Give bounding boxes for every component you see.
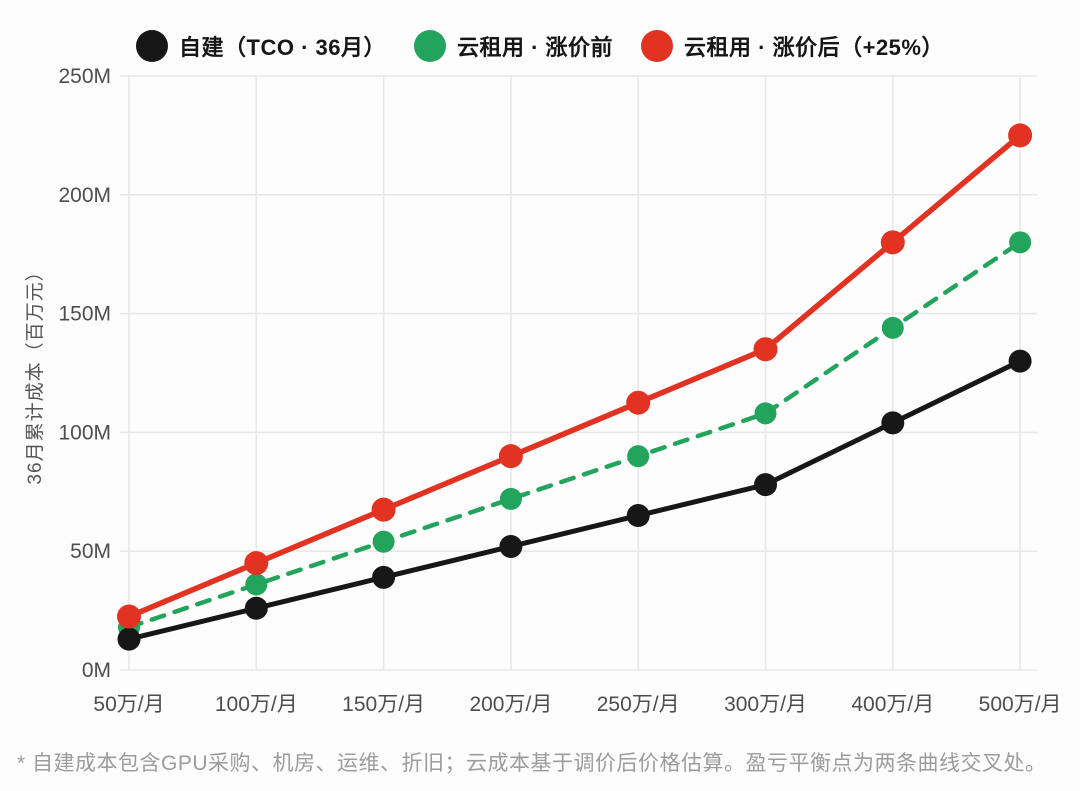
x-tick-label: 300万/月 [724, 693, 807, 716]
x-tick-label: 500万/月 [979, 693, 1062, 716]
data-point-0-7 [1008, 349, 1032, 373]
data-point-1-7 [1009, 231, 1032, 254]
data-point-0-2 [372, 565, 396, 589]
data-point-0-5 [754, 473, 777, 497]
x-tick-label: 400万/月 [851, 693, 934, 716]
legend-item-cloud-before: 云租用 · 涨价前 [413, 30, 614, 62]
legend-dot-cloud-before [413, 30, 446, 62]
x-tick-label: 250万/月 [597, 693, 680, 716]
data-point-2-5 [753, 337, 778, 362]
data-point-0-6 [881, 411, 905, 435]
y-axis-title: 36月累计成本（百万元） [24, 261, 46, 484]
data-point-2-2 [371, 497, 396, 522]
series-line-2 [127, 133, 1022, 620]
data-point-2-1 [244, 551, 269, 576]
legend-item-cloud-after: 云租用 · 涨价后（+25%） [641, 30, 944, 62]
series-line-0 [128, 358, 1022, 642]
data-point-0-3 [499, 534, 523, 558]
data-point-1-3 [499, 487, 522, 510]
data-point-1-4 [627, 445, 650, 468]
data-point-0-1 [244, 596, 268, 620]
data-point-2-6 [880, 230, 905, 255]
y-tick-label: 50M [70, 540, 111, 563]
legend-label-cloud-before: 云租用 · 涨价前 [456, 35, 614, 60]
y-tick-label: 250M [58, 65, 111, 88]
data-point-2-7 [1008, 123, 1033, 148]
data-point-2-3 [498, 444, 523, 469]
x-tick-label: 100万/月 [215, 693, 298, 716]
legend-label-self-build: 自建（TCO · 36月） [179, 35, 386, 60]
data-point-1-6 [881, 316, 904, 339]
x-tick-label: 50万/月 [93, 693, 164, 716]
legend-dot-cloud-after [641, 30, 674, 62]
y-tick-label: 150M [58, 303, 111, 326]
legend-label-cloud-after: 云租用 · 涨价后（+25%） [684, 35, 944, 60]
y-tick-label: 200M [58, 184, 111, 207]
data-point-2-0 [117, 604, 141, 629]
legend-item-self-build: 自建（TCO · 36月） [136, 30, 386, 62]
x-tick-label: 200万/月 [469, 693, 552, 716]
data-point-1-1 [245, 573, 268, 596]
x-tick-label: 150万/月 [342, 693, 425, 716]
legend-dot-self-build [136, 30, 169, 62]
data-point-0-4 [626, 504, 650, 528]
chart-legend: 自建（TCO · 36月） 云租用 · 涨价前 云租用 · 涨价后（+25%） [0, 30, 1080, 62]
series-line-1 [126, 240, 1023, 630]
data-point-1-5 [754, 402, 777, 425]
chart-footnote: * 自建成本包含GPU采购、机房、运维、折旧；云成本基于调价后价格估算。盈亏平衡… [17, 752, 1047, 775]
y-tick-label: 100M [58, 421, 111, 444]
y-tick-label: 0M [82, 659, 111, 682]
data-point-2-4 [626, 390, 651, 415]
data-point-0-0 [117, 627, 141, 651]
data-point-1-2 [372, 530, 395, 553]
